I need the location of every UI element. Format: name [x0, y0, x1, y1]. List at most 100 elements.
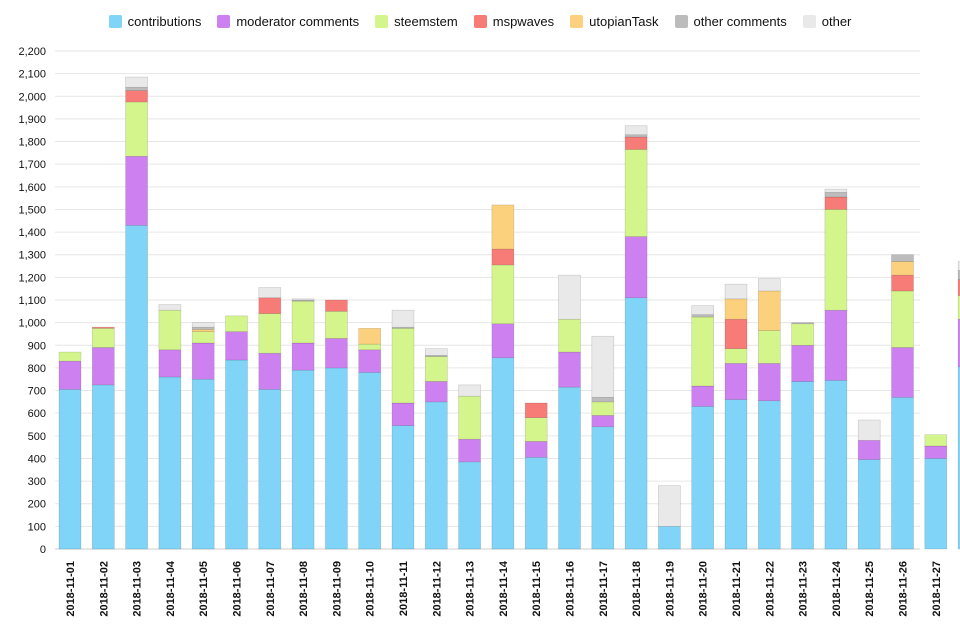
bar-segment	[358, 343, 382, 351]
y-tick-label: 400	[28, 453, 46, 465]
bar-segment	[957, 318, 960, 368]
y-tick-label: 300	[28, 476, 46, 488]
x-tick-label: 2018-11-25	[864, 561, 876, 617]
bar-segment	[624, 125, 648, 136]
x-tick-label: 2018-11-09	[331, 561, 343, 617]
bar-segment	[691, 406, 715, 550]
x-tick-label: 2018-11-13	[465, 561, 477, 617]
bar-segment	[391, 309, 415, 328]
y-tick-label: 1,400	[18, 227, 46, 239]
legend-swatch	[108, 15, 122, 28]
bar-segment	[558, 386, 581, 550]
legend-swatch	[375, 15, 389, 28]
bar-segment	[325, 311, 348, 339]
bar-segment	[824, 209, 848, 311]
x-tick-label: 2018-11-15	[531, 561, 543, 617]
legend-label: other comments	[693, 14, 787, 29]
bar-segment	[125, 90, 148, 103]
bar-segment	[524, 402, 548, 419]
bar-segment	[58, 389, 82, 550]
bar-segment	[325, 367, 348, 550]
bar-segment	[491, 323, 515, 359]
x-tick-label: 2018-11-20	[698, 561, 710, 617]
legend-item: utopianTask	[570, 14, 659, 29]
bar-segment	[724, 298, 748, 320]
bar-segment	[757, 330, 781, 364]
y-tick-label: 2,100	[18, 69, 46, 81]
bar-segment	[957, 279, 960, 296]
bar-segment	[92, 326, 115, 329]
legend-label: utopianTask	[589, 14, 659, 29]
bar-segment	[824, 380, 848, 550]
bar-segment	[624, 149, 648, 237]
bar-segment	[491, 248, 515, 266]
bar-segment	[724, 363, 748, 400]
legend-swatch	[217, 15, 231, 28]
bar-segment	[791, 381, 814, 550]
x-tick-label: 2018-11-26	[898, 561, 910, 617]
y-tick-label: 1,900	[18, 114, 46, 126]
bar-segment	[691, 316, 715, 387]
x-tick-label: 2018-11-05	[198, 561, 210, 617]
x-tick-label: 2018-11-12	[431, 561, 443, 617]
x-tick-label: 2018-11-11	[398, 561, 410, 616]
bar-segment	[624, 136, 648, 150]
legend-swatch	[674, 15, 688, 28]
x-tick-label: 2018-11-01	[65, 561, 77, 617]
bar-segment	[857, 440, 881, 460]
y-tick-label: 1,300	[18, 250, 46, 262]
y-tick-label: 1,500	[18, 204, 46, 216]
x-tick-label: 2018-11-22	[764, 561, 776, 617]
bar-segment	[191, 342, 215, 380]
x-tick-label: 2018-11-14	[498, 560, 510, 617]
bar-segment	[258, 389, 282, 550]
bar-segment	[658, 485, 681, 527]
bar-segment	[824, 192, 848, 198]
y-tick-label: 200	[28, 499, 46, 511]
bar-segment	[691, 305, 715, 316]
bar-segment	[158, 376, 182, 550]
y-tick-label: 1,800	[18, 137, 46, 149]
bar-segment	[757, 290, 781, 331]
y-tick-label: 2,200	[18, 46, 46, 58]
bar-segment	[624, 236, 648, 299]
bar-segment	[791, 344, 814, 382]
x-tick-label: 2018-11-06	[232, 561, 244, 617]
bar-segment	[624, 297, 648, 550]
bar-segment	[58, 351, 82, 362]
bar-segment	[491, 264, 515, 325]
legend-label: contributions	[127, 14, 202, 29]
bar-segment	[225, 359, 248, 550]
y-tick-label: 500	[28, 431, 46, 443]
bar-segment	[558, 351, 581, 388]
y-tick-label: 1,100	[18, 295, 46, 307]
bar-segment	[291, 342, 315, 371]
bar-segment	[258, 313, 282, 354]
bar-segment	[125, 155, 148, 226]
y-tick-label: 1,600	[18, 182, 46, 194]
bar-segment	[191, 378, 215, 550]
bar-segment	[125, 101, 148, 157]
y-tick-label: 900	[28, 340, 46, 352]
legend-item: mspwaves	[473, 14, 554, 29]
bar-segment	[691, 385, 715, 407]
bar-segment	[724, 283, 748, 300]
bar-segment	[424, 401, 448, 550]
bar-segment	[891, 397, 914, 550]
y-tick-label: 1,000	[18, 318, 46, 330]
bar-segment	[458, 395, 481, 440]
bar-segment	[291, 298, 315, 301]
bar-segment	[524, 457, 548, 550]
bar-segment	[92, 347, 115, 386]
x-tick-label: 2018-11-03	[132, 561, 144, 617]
bar-segment	[524, 417, 548, 442]
x-tick-label: 2018-11-23	[798, 561, 810, 617]
legend-swatch	[570, 15, 584, 28]
bar-segment	[125, 225, 148, 550]
bar-segment	[92, 384, 115, 550]
bar-segment	[857, 419, 881, 441]
bar-segment	[857, 459, 881, 550]
x-tick-label: 2018-11-16	[565, 561, 577, 617]
bar-segment	[325, 299, 348, 312]
bar-segment	[891, 274, 914, 292]
